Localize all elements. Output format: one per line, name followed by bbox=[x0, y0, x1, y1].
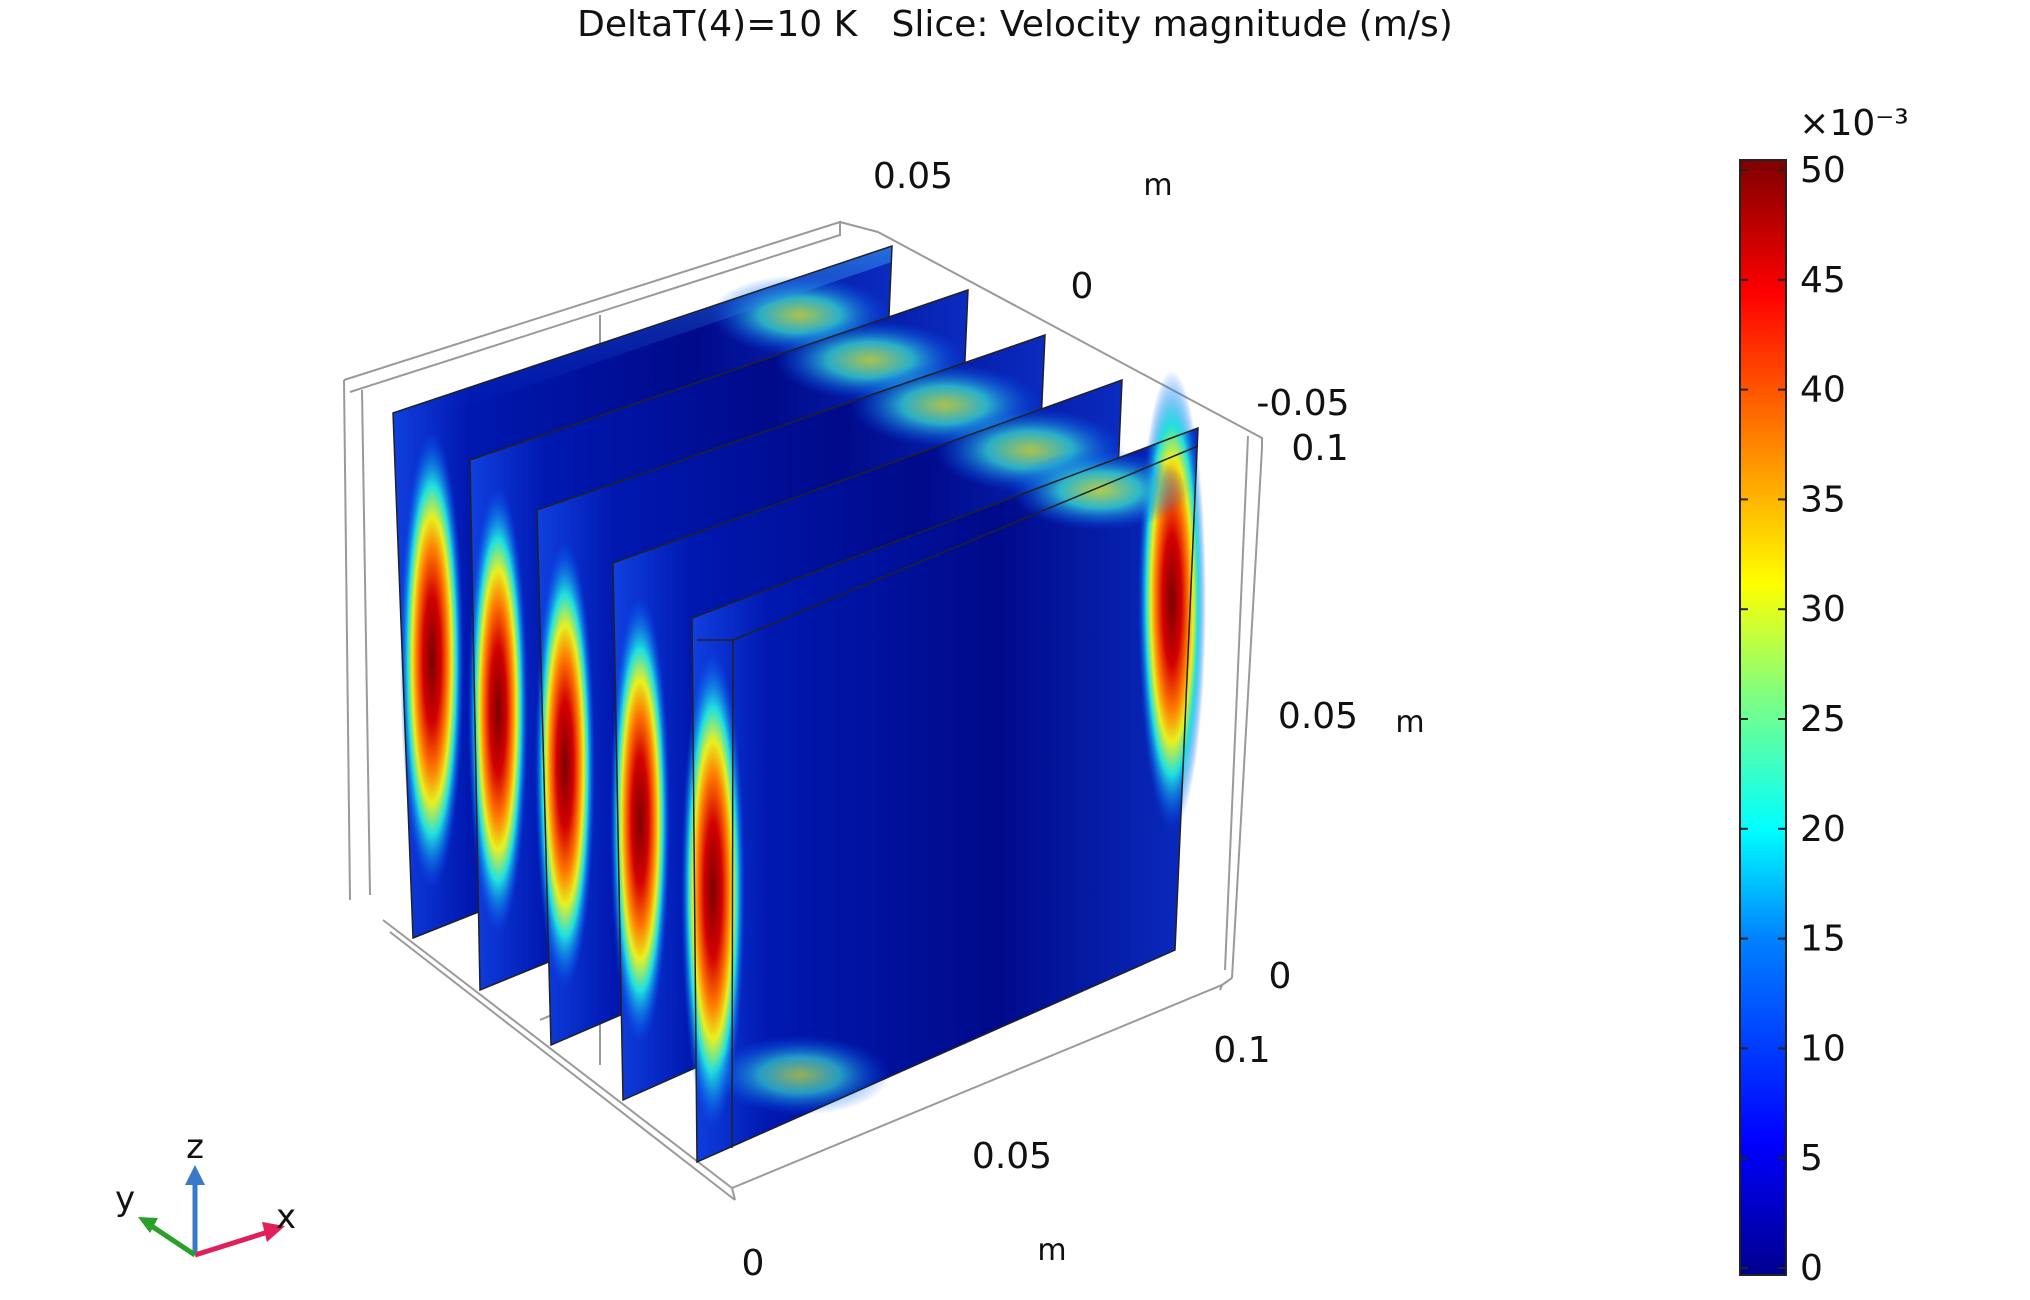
triad-x-label: x bbox=[276, 1197, 296, 1237]
z-axis-tick: 0.1 bbox=[1291, 428, 1348, 469]
x-axis-unit: m bbox=[1037, 1233, 1066, 1268]
colorbar-tick-label: 40 bbox=[1800, 370, 1846, 411]
z-axis-tick: 0 bbox=[1269, 956, 1292, 997]
triad-z-label: z bbox=[186, 1127, 204, 1167]
triad-y-axis bbox=[148, 1222, 197, 1258]
z-axis: 0.1 0.05 0 m bbox=[1269, 428, 1425, 997]
x-axis-tick: 0.05 bbox=[972, 1136, 1052, 1177]
colorbar-tick-label: 25 bbox=[1800, 699, 1846, 740]
colorbar-tick-label: 50 bbox=[1800, 150, 1846, 191]
colorbar-tick-label: 0 bbox=[1800, 1248, 1823, 1289]
triad-x-arrowhead bbox=[262, 1222, 285, 1242]
y-axis: 0.05 0 -0.05 m bbox=[873, 156, 1350, 424]
y-axis-tick: 0.05 bbox=[873, 156, 953, 197]
plot-title: DeltaT(4)=10 K Slice: Velocity magnitude… bbox=[577, 4, 1453, 45]
z-axis-tick: 0.05 bbox=[1278, 696, 1358, 737]
colorbar-tick-label: 30 bbox=[1800, 589, 1846, 630]
axis-triad: z x y bbox=[115, 1127, 296, 1258]
x-axis-tick: 0.1 bbox=[1213, 1030, 1270, 1071]
triad-z-arrowhead bbox=[185, 1165, 205, 1185]
colorbar-tick-label: 10 bbox=[1800, 1028, 1846, 1069]
colorbar-tick-label: 5 bbox=[1800, 1138, 1823, 1179]
triad-y-arrowhead bbox=[138, 1217, 158, 1233]
z-axis-unit: m bbox=[1395, 705, 1424, 740]
triad-x-axis bbox=[194, 1229, 269, 1258]
x-axis-tick: 0 bbox=[742, 1243, 765, 1284]
colorbar-tick-label: 35 bbox=[1800, 479, 1846, 520]
x-axis: 0.1 0.05 0 m bbox=[742, 1030, 1271, 1284]
y-axis-tick: 0 bbox=[1071, 266, 1094, 307]
slices-group bbox=[392, 244, 1206, 1164]
y-axis-tick: -0.05 bbox=[1256, 383, 1349, 424]
colorbar-gradient bbox=[1739, 159, 1787, 1276]
slice-5 bbox=[681, 370, 1206, 1164]
colorbar-tick-label: 20 bbox=[1800, 809, 1846, 850]
colorbar-tick-label: 15 bbox=[1800, 919, 1846, 960]
triad-y-label: y bbox=[115, 1179, 135, 1219]
colorbar-multiplier: ×10⁻³ bbox=[1799, 103, 1908, 144]
colorbar-tick-label: 45 bbox=[1800, 260, 1846, 301]
y-axis-unit: m bbox=[1143, 168, 1172, 203]
